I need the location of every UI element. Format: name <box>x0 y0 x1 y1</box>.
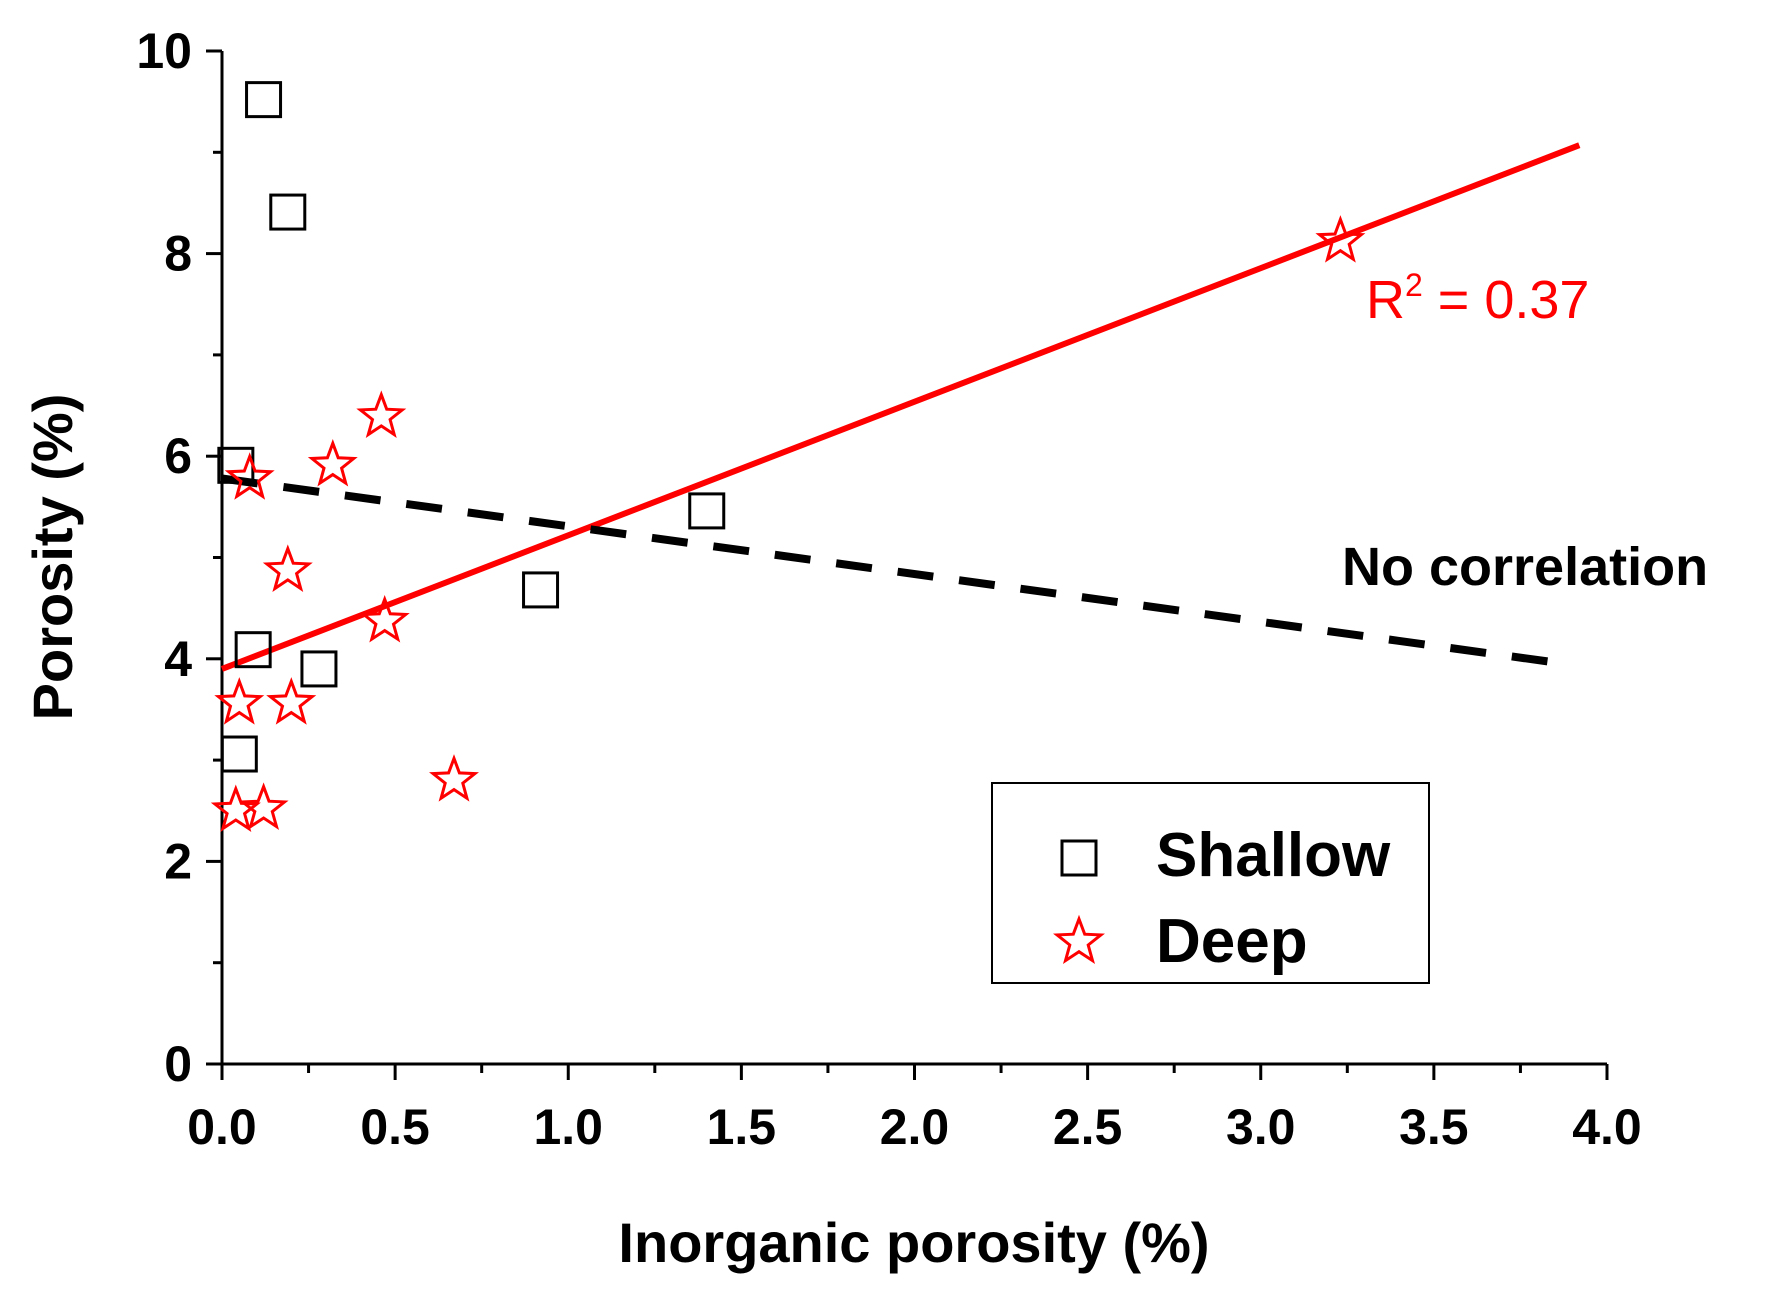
legend-deep-label: Deep <box>1156 907 1308 976</box>
deep-point <box>210 784 261 832</box>
x-tick-label: 4.0 <box>1572 1099 1642 1155</box>
deep-point <box>214 677 265 725</box>
x-tick-label: 3.5 <box>1399 1099 1469 1155</box>
y-tick-label: 0 <box>164 1036 192 1092</box>
y-tick-label: 10 <box>136 23 192 79</box>
deep-point <box>238 782 289 830</box>
shallow-point <box>269 193 307 231</box>
y-tick-label: 6 <box>164 428 192 484</box>
axes: 0.0 0.5 1.0 1.5 2.0 2.5 3.0 3.5 4.0 0 2 4 6 8 10 <box>136 23 1641 1155</box>
deep-fit-line <box>220 142 1581 672</box>
shallow-fit-line <box>221 474 1566 668</box>
shallow-point <box>300 650 338 688</box>
legend-box <box>991 782 1430 984</box>
fit-lines <box>220 142 1581 672</box>
deep-point <box>1315 215 1366 263</box>
shallow-point <box>220 735 258 773</box>
no-correlation-annotation: No correlation <box>1342 537 1708 597</box>
deep-point <box>307 439 358 487</box>
legend-shallow-marker <box>1060 839 1098 877</box>
shallow-point <box>234 631 272 669</box>
data-points <box>210 81 1366 832</box>
x-tick-label: 2.0 <box>880 1099 950 1155</box>
x-tick-label: 0.5 <box>360 1099 430 1155</box>
shallow-point <box>688 492 726 530</box>
deep-point <box>356 390 407 438</box>
legend-shallow-label: Shallow <box>1156 821 1391 890</box>
x-tick-label: 1.0 <box>533 1099 603 1155</box>
r2-annotation: R2 = 0.37 <box>1366 267 1589 330</box>
y-tick-label: 8 <box>164 226 192 282</box>
shallow-point <box>245 81 283 119</box>
shallow-point <box>522 571 560 609</box>
x-tick-label: 3.0 <box>1226 1099 1296 1155</box>
deep-point <box>262 544 313 592</box>
y-tick-label: 4 <box>164 631 192 687</box>
deep-point <box>429 754 479 802</box>
deep-point <box>224 452 275 500</box>
y-tick-label: 2 <box>164 833 192 889</box>
x-tick-label: 1.5 <box>707 1099 777 1155</box>
legend-deep-marker <box>1053 914 1105 965</box>
legend: Shallow Deep <box>991 782 1430 984</box>
x-tick-label: 0.0 <box>187 1099 257 1155</box>
y-axis-label: Porosity (%) <box>21 394 84 721</box>
deep-point <box>359 595 410 643</box>
x-axis-label: Inorganic porosity (%) <box>618 1211 1209 1274</box>
x-tick-label: 2.5 <box>1053 1099 1123 1155</box>
deep-point <box>266 677 317 725</box>
